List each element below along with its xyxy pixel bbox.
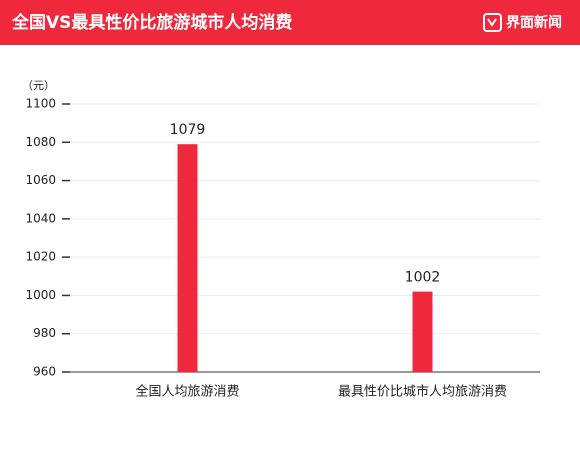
y-tick-label: 1080 — [25, 135, 56, 149]
bar — [177, 144, 198, 372]
brand: 界面新闻 — [506, 14, 562, 31]
y-tick-label: 1020 — [25, 250, 56, 264]
y-tick-label: 960 — [33, 365, 56, 379]
y-tick-label: 1060 — [25, 173, 56, 187]
bar — [412, 291, 433, 372]
y-tick-label: 1100 — [25, 97, 56, 111]
chart-title: 全国VS最具性价比旅游城市人均消费 — [11, 12, 292, 33]
value-label: 1079 — [170, 122, 206, 138]
x-tick-label: 全国人均旅游消费 — [135, 384, 239, 400]
brand-logo — [483, 13, 502, 32]
value-label: 1002 — [405, 270, 441, 286]
y-tick-label: 1000 — [25, 288, 56, 302]
y-axis-label: （元） — [22, 79, 55, 92]
x-tick-label: 最具性价比城市人均旅游消费 — [338, 384, 507, 400]
y-tick-label: 980 — [33, 326, 56, 340]
y-tick-label: 1040 — [25, 211, 56, 225]
